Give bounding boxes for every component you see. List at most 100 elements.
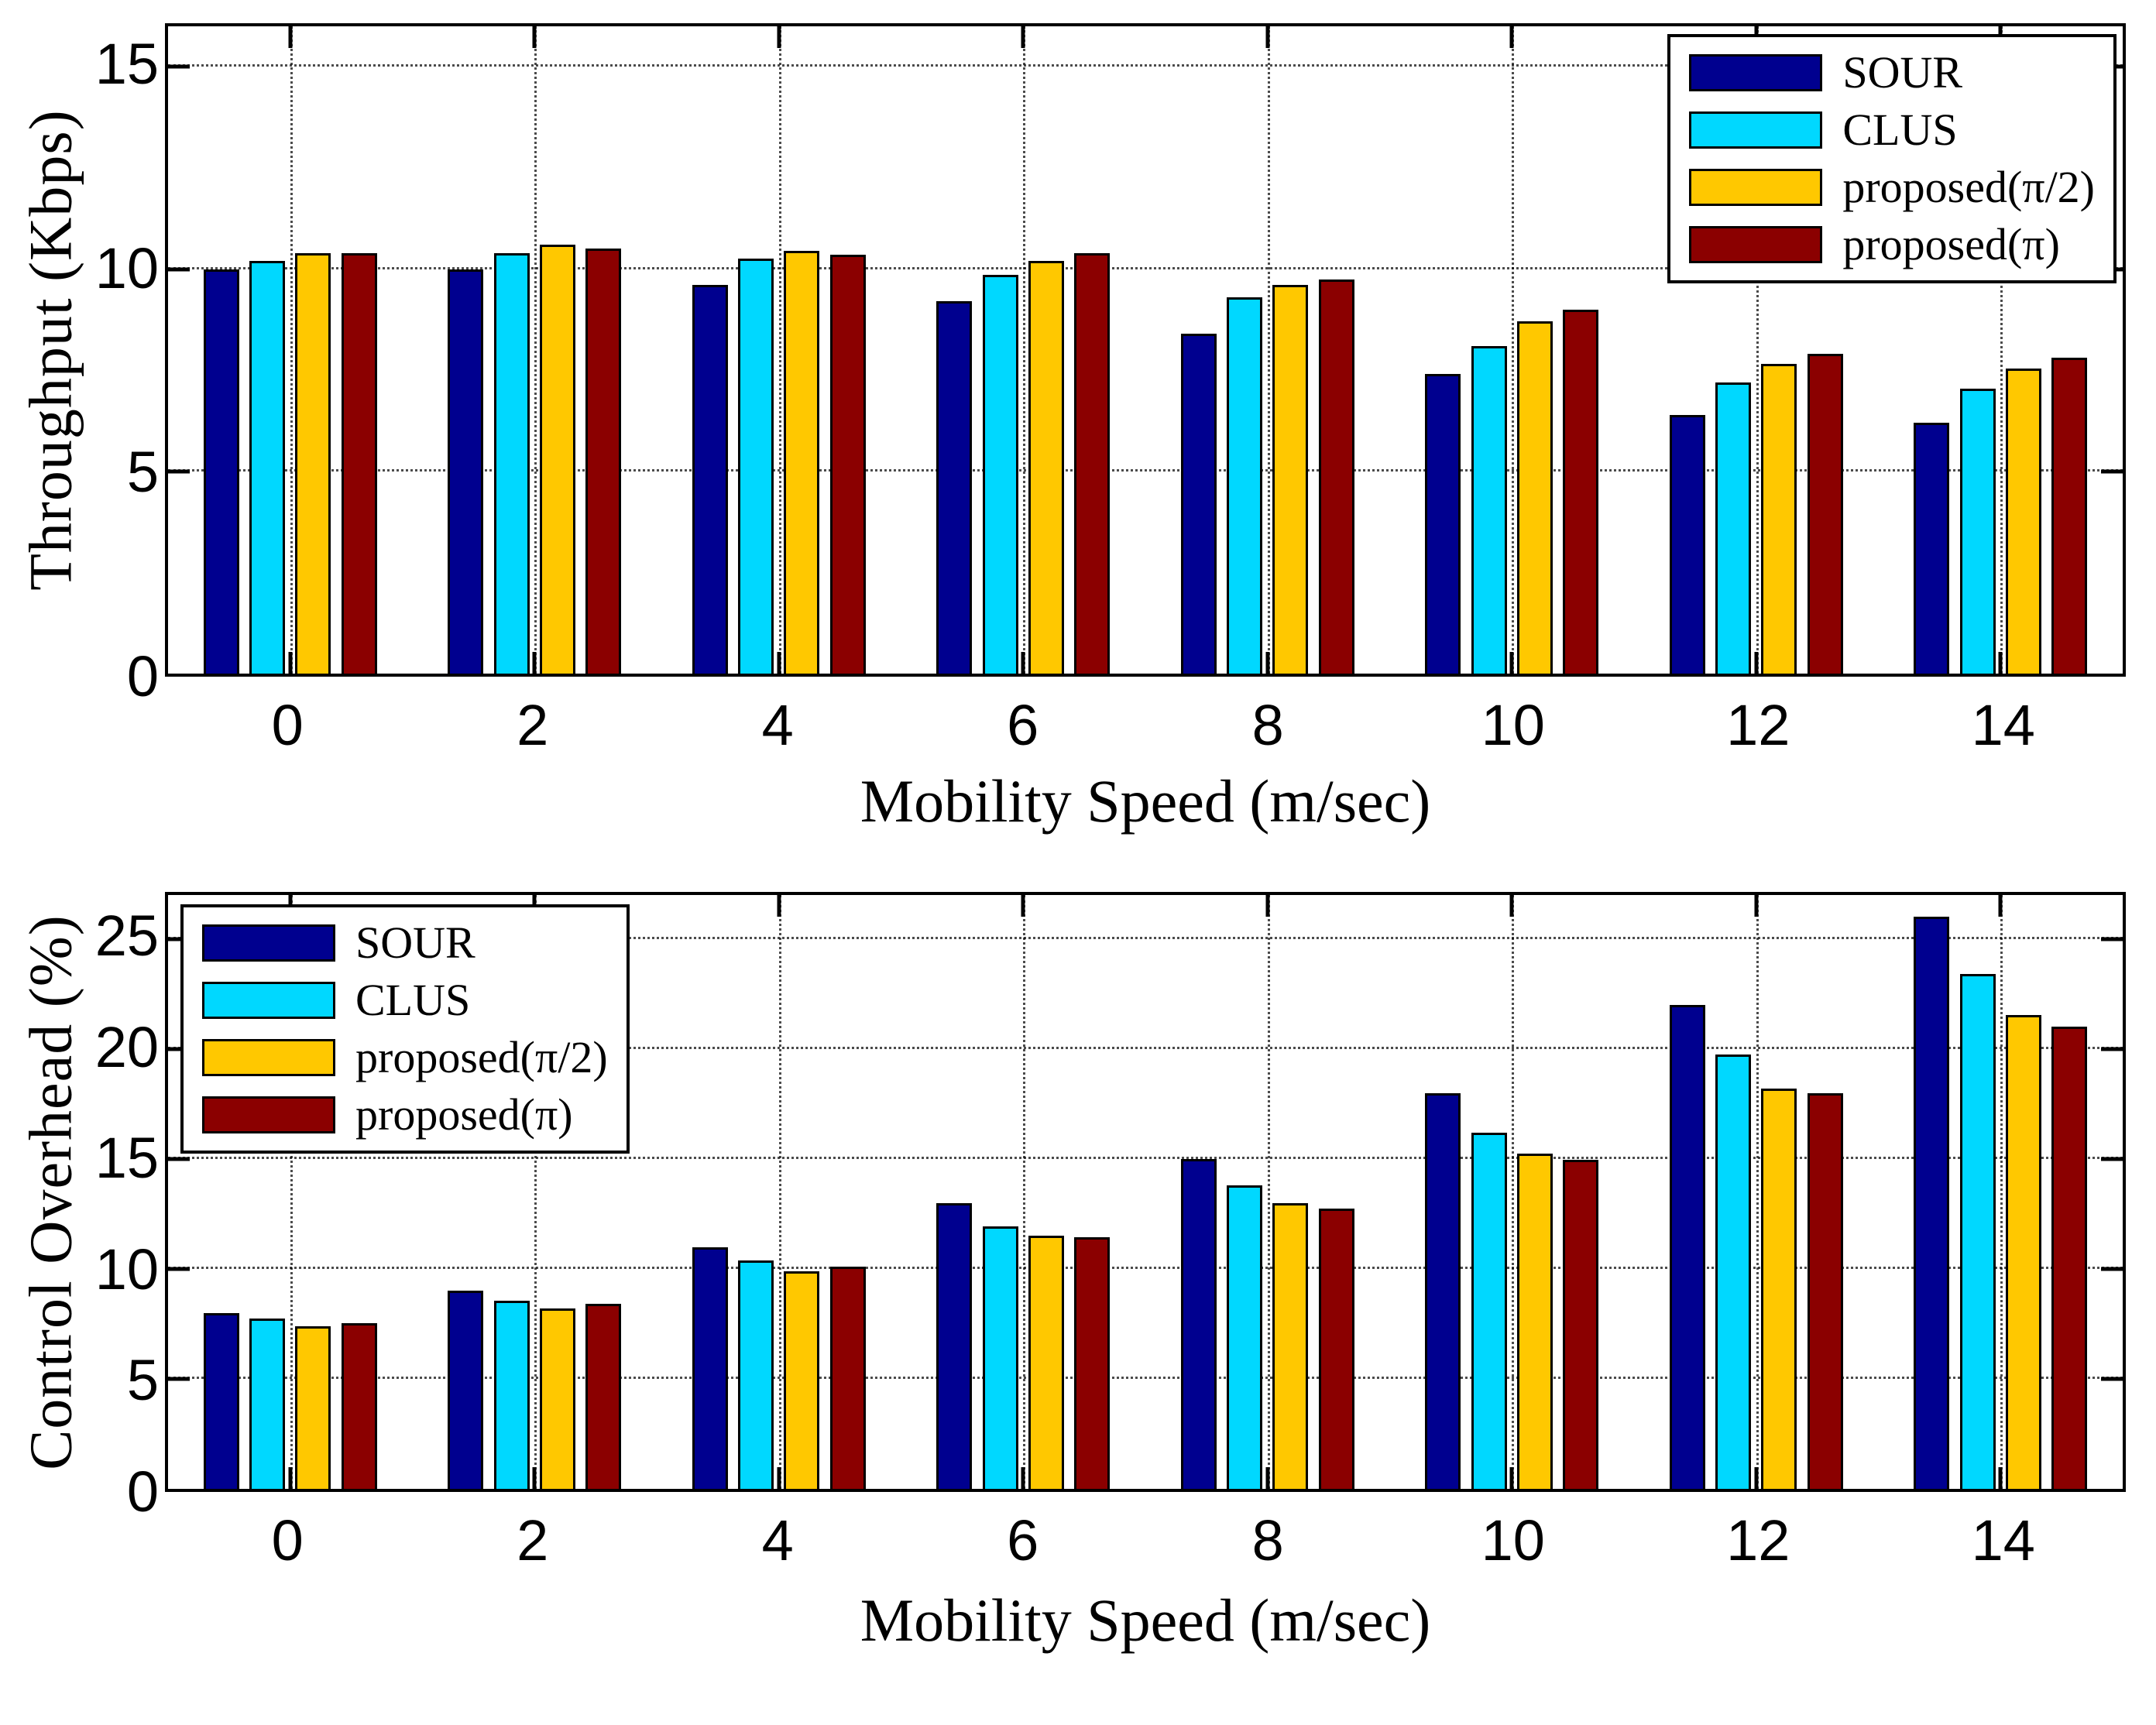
bar-sour-x0 xyxy=(203,269,239,674)
legend-swatch-proposed-2- xyxy=(202,1039,335,1076)
bar-clus-x14 xyxy=(1959,974,1996,1489)
y-tick-label: 25 xyxy=(94,904,159,969)
x-tick-label: 14 xyxy=(1971,1508,2035,1572)
legend-row: proposed(π) xyxy=(1689,221,2095,268)
throughput-y-axis-ticks: 0 5 10 15 xyxy=(88,23,159,705)
x-axis-tick-mark xyxy=(1265,652,1270,674)
y-tick-label: 15 xyxy=(94,31,159,96)
gridline-horizontal xyxy=(168,468,2123,472)
y-axis-tick-mark xyxy=(168,469,190,474)
legend-swatch-clus xyxy=(1689,111,1823,149)
y-tick-label: 10 xyxy=(94,1236,159,1301)
x-axis-tick-mark xyxy=(1998,895,2003,917)
bar-sour-x14 xyxy=(1914,917,1950,1489)
throughput-plot-area: SOUR CLUS proposed(π/2) proposed(π) xyxy=(165,23,2126,677)
x-tick-label: 10 xyxy=(1481,1508,1545,1572)
y-tick-label: 5 xyxy=(126,1348,159,1413)
bar-group-speed-10 xyxy=(1425,895,1599,1489)
bar-proposed--x4 xyxy=(829,1267,866,1489)
throughput-ylabel-wrap: Throughput (Kbps) xyxy=(5,23,98,677)
bar-proposed--x2 xyxy=(585,1304,622,1489)
bar-proposed-2--x10 xyxy=(1516,1153,1553,1489)
overhead-y-axis-label: Control Overhead (%) xyxy=(17,914,84,1470)
x-axis-tick-mark xyxy=(1265,1467,1270,1489)
bar-proposed--x14 xyxy=(2051,1027,2088,1489)
gridline-vertical xyxy=(534,895,537,1489)
y-tick-label: 0 xyxy=(126,1459,159,1524)
x-tick-label: 8 xyxy=(1251,693,1284,757)
x-axis-tick-mark xyxy=(288,895,293,917)
x-tick-label: 8 xyxy=(1251,1508,1284,1572)
y-axis-tick-mark xyxy=(168,1157,190,1161)
y-tick-label: 20 xyxy=(94,1014,159,1079)
legend-row: CLUS xyxy=(202,977,608,1024)
bar-group-speed-0 xyxy=(203,26,377,674)
x-tick-label: 4 xyxy=(761,693,794,757)
y-axis-tick-mark xyxy=(168,1377,190,1381)
bar-group-speed-12 xyxy=(1669,26,1843,674)
legend-label: proposed(π/2) xyxy=(1842,162,2095,212)
bar-proposed-2--x10 xyxy=(1516,321,1553,674)
legend-label: proposed(π/2) xyxy=(355,1032,608,1082)
bar-clus-x12 xyxy=(1715,382,1752,674)
x-axis-tick-mark xyxy=(1754,26,1759,48)
bar-proposed--x8 xyxy=(1318,1208,1354,1489)
x-axis-tick-mark xyxy=(532,652,537,674)
bar-group-speed-0 xyxy=(203,895,377,1489)
gridline-vertical xyxy=(1512,26,1515,674)
x-axis-tick-mark xyxy=(1021,1467,1025,1489)
x-axis-tick-mark xyxy=(777,652,781,674)
bar-proposed--x4 xyxy=(829,255,866,674)
x-axis-tick-mark xyxy=(1509,652,1514,674)
bar-clus-x2 xyxy=(493,252,530,674)
bar-clus-x14 xyxy=(1959,388,1996,674)
gridline-vertical xyxy=(1023,26,1026,674)
y-axis-tick-mark xyxy=(2101,1157,2123,1161)
bar-sour-x4 xyxy=(692,285,728,674)
gridline-vertical xyxy=(1023,895,1026,1489)
bar-sour-x10 xyxy=(1425,374,1461,674)
bar-clus-x8 xyxy=(1227,297,1263,674)
bar-proposed--x12 xyxy=(1807,1092,1843,1489)
bar-clus-x4 xyxy=(738,1260,774,1489)
bar-group-speed-6 xyxy=(936,26,1111,674)
legend-swatch-clus xyxy=(202,982,335,1019)
bar-group-speed-12 xyxy=(1669,895,1843,1489)
legend-swatch-sour xyxy=(202,924,335,962)
legend-row: proposed(π/2) xyxy=(202,1034,608,1081)
x-tick-label: 12 xyxy=(1726,1508,1790,1572)
bar-proposed-2--x14 xyxy=(2005,1014,2041,1489)
gridline-vertical xyxy=(1756,26,1759,674)
legend-row: CLUS xyxy=(1689,107,2095,153)
gridline-vertical xyxy=(534,26,537,674)
overhead-ylabel-wrap: Control Overhead (%) xyxy=(5,892,98,1492)
bar-clus-x0 xyxy=(249,1318,286,1489)
gridline-horizontal xyxy=(168,266,2123,269)
x-axis-tick-mark xyxy=(1021,895,1025,917)
bar-sour-x6 xyxy=(936,301,973,674)
bar-sour-x10 xyxy=(1425,1092,1461,1489)
bar-proposed--x12 xyxy=(1807,354,1843,674)
bar-sour-x0 xyxy=(203,1312,239,1489)
x-axis-tick-mark xyxy=(1265,26,1270,48)
bar-clus-x6 xyxy=(982,1226,1018,1489)
legend-row: SOUR xyxy=(1689,50,2095,96)
y-axis-tick-mark xyxy=(2101,267,2123,271)
bar-group-speed-14 xyxy=(1914,895,2088,1489)
x-axis-tick-mark xyxy=(532,1467,537,1489)
y-axis-tick-mark xyxy=(2101,64,2123,69)
x-tick-label: 2 xyxy=(517,693,549,757)
x-axis-tick-mark xyxy=(288,1467,293,1489)
bar-proposed-2--x0 xyxy=(295,1325,331,1489)
overhead-plot-area: SOUR CLUS proposed(π/2) proposed(π) xyxy=(165,892,2126,1492)
x-axis-tick-mark xyxy=(1754,895,1759,917)
x-tick-label: 2 xyxy=(517,1508,549,1572)
bar-proposed-2--x12 xyxy=(1761,364,1797,674)
legend-label: SOUR xyxy=(355,917,475,968)
y-tick-label: 0 xyxy=(126,644,159,708)
gridline-vertical xyxy=(2000,895,2003,1489)
x-axis-tick-mark xyxy=(288,652,293,674)
bar-proposed--x6 xyxy=(1074,252,1111,674)
x-axis-tick-mark xyxy=(1509,26,1514,48)
bar-clus-x6 xyxy=(982,275,1018,674)
